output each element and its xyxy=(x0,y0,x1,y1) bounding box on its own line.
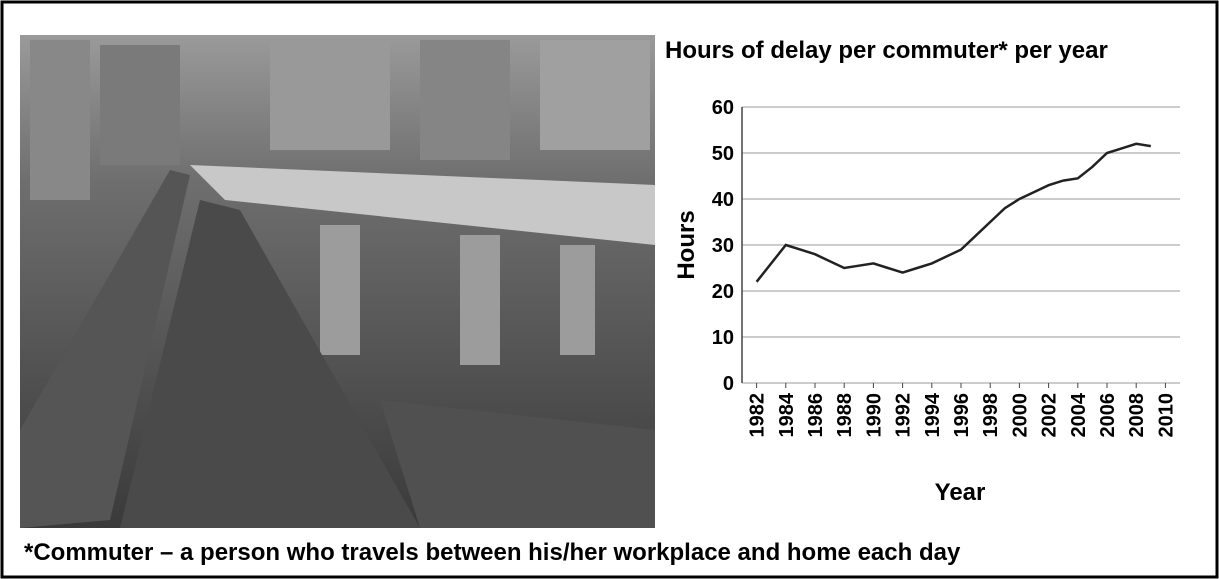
x-tick-label: 2000 xyxy=(1009,393,1031,438)
x-tick-label: 1984 xyxy=(776,392,798,437)
x-axis-label: Year xyxy=(935,479,986,506)
x-tick-label: 1992 xyxy=(893,393,915,438)
x-tick-label: 1982 xyxy=(747,393,769,438)
y-tick-label: 60 xyxy=(712,97,734,119)
traffic-photo xyxy=(20,35,655,528)
x-tick-label: 1990 xyxy=(863,393,885,438)
x-tick-label: 2006 xyxy=(1097,393,1119,438)
x-tick-label: 2008 xyxy=(1126,393,1148,438)
x-tick-label: 2004 xyxy=(1068,392,1090,437)
footnote: *Commuter – a person who travels between… xyxy=(24,539,961,566)
x-tick-label: 2010 xyxy=(1155,393,1177,438)
figure: Hours of delay per commuter* per year Ho… xyxy=(0,0,1219,579)
x-tick-label: 2002 xyxy=(1039,393,1061,438)
y-tick-label: 40 xyxy=(712,189,734,211)
x-tick-label: 1994 xyxy=(922,392,944,437)
chart-title: Hours of delay per commuter* per year xyxy=(665,37,1108,64)
x-tick-label: 1996 xyxy=(951,393,973,438)
y-tick-label: 20 xyxy=(712,281,734,303)
y-tick-label: 0 xyxy=(723,373,734,395)
y-axis-label: Hours xyxy=(673,210,700,279)
x-tick-label: 1986 xyxy=(805,393,827,438)
y-tick-label: 50 xyxy=(712,143,734,165)
y-tick-label: 30 xyxy=(712,235,734,257)
y-tick-label: 10 xyxy=(712,327,734,349)
x-tick-label: 1998 xyxy=(980,393,1002,438)
x-tick-label: 1988 xyxy=(834,393,856,438)
